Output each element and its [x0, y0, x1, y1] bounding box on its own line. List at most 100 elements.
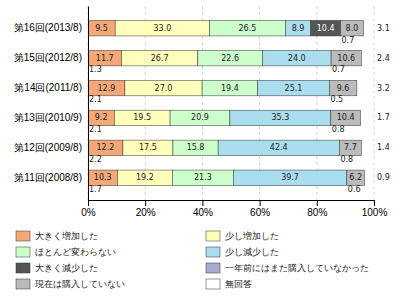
bar-segment	[331, 110, 361, 126]
data-label: 12.9	[98, 84, 116, 93]
legend-label: 大きく増加した	[35, 231, 98, 241]
bar-segment	[88, 80, 125, 96]
tick-label: 第11回(2008/8)	[14, 172, 82, 183]
bar-segment	[258, 80, 330, 96]
bar-segment	[347, 170, 365, 186]
tick-mark	[374, 200, 375, 206]
axis-domain	[88, 7, 89, 201]
legend-label: 少し減少した	[225, 247, 279, 257]
tick-label: 40%	[193, 207, 213, 218]
legend-label: 現在は購入していない	[35, 279, 125, 289]
tick-mark	[317, 200, 318, 206]
legend-item: 少し増加した	[206, 231, 279, 242]
data-label: 10.3	[94, 173, 112, 182]
bar-segment	[115, 20, 209, 36]
value-annotation: 1.3	[89, 65, 102, 74]
data-label: 20.9	[191, 113, 209, 122]
bar-series	[88, 20, 125, 185]
legend-label: 無回答	[225, 279, 252, 289]
tick-label: 20%	[136, 207, 156, 218]
data-label: 19.4	[221, 84, 239, 93]
bar-segment	[121, 50, 197, 66]
x-tick: 100%	[362, 200, 388, 218]
tick-label: 第12回(2009/8)	[14, 142, 82, 153]
value-annotation: 3.2	[377, 84, 390, 93]
x-tick: 20%	[136, 200, 156, 218]
grid	[88, 6, 374, 200]
bar-segment	[331, 50, 361, 66]
tick-label: 第14回(2011/8)	[14, 82, 82, 93]
bar-segment	[233, 170, 347, 186]
bar-series	[170, 20, 285, 185]
tick-label: 第15回(2012/8)	[14, 52, 82, 63]
tick-mark	[145, 200, 146, 206]
bar-segment	[262, 50, 331, 66]
bar-segment	[125, 80, 202, 96]
data-label: 9.5	[95, 24, 108, 33]
data-label: 10.6	[337, 54, 355, 63]
legend: 大きく増加した 少し増加したほとんど変わらない 少し減少した大きく減少した 一年前には…	[16, 231, 369, 290]
value-annotation: 2.1	[89, 95, 102, 104]
legend-label: 一年前にはまた購入していなかった	[225, 263, 369, 273]
bar-segment	[311, 20, 341, 36]
axis-domain	[89, 201, 375, 207]
bar-segment	[170, 110, 230, 126]
legend-swatch	[206, 263, 220, 273]
grid-line	[88, 6, 89, 200]
data-label: 33.0	[153, 24, 171, 33]
legend-swatch	[16, 263, 30, 273]
bar-segment	[230, 110, 331, 126]
y-axis: 第16回(2013/8)第15回(2012/8)第14回(2011/8)第13回…	[14, 7, 89, 201]
legend-swatch	[206, 279, 220, 289]
legend-item: 無回答	[206, 279, 252, 290]
bar-segment	[218, 140, 339, 156]
data-label: 25.1	[285, 84, 303, 93]
data-label: 27.0	[155, 84, 173, 93]
bar-segment	[88, 110, 114, 126]
bar-segment	[117, 170, 172, 186]
legend-swatch	[16, 279, 30, 289]
legend-item: 大きく増加した	[16, 231, 98, 242]
legend-swatch	[206, 247, 220, 257]
legend-item: 現在は購入していない	[16, 279, 125, 290]
legend-label: ほとんど変わらない	[35, 247, 116, 257]
legend-swatch	[16, 231, 30, 241]
x-tick: 80%	[307, 200, 327, 218]
tick-mark	[202, 200, 203, 206]
bar-segment	[202, 80, 257, 96]
value-annotation: 0.7	[342, 36, 355, 45]
y-tick: 第11回(2008/8)	[14, 172, 88, 183]
bar-series	[218, 20, 347, 185]
value-annotation: 1.7	[377, 113, 390, 122]
data-label: 6.2	[349, 173, 362, 182]
bar-segment	[210, 20, 286, 36]
legend-swatch	[206, 231, 220, 241]
bar-series	[329, 20, 364, 185]
data-label: 8.9	[292, 24, 305, 33]
bar-segment	[198, 50, 263, 66]
value-annotation: 2.2	[89, 155, 102, 164]
legend-item: ほとんど変わらない	[16, 247, 116, 258]
chart-container: 1.32.12.12.21.79.511.712.99.212.210.333.…	[0, 0, 400, 300]
x-tick: 40%	[193, 200, 213, 218]
bar-segment	[88, 50, 121, 66]
legend-swatch	[16, 247, 30, 257]
value-annotation: 0.8	[332, 125, 345, 134]
bar-segment	[285, 20, 310, 36]
bars	[88, 20, 365, 185]
data-label: 10.4	[337, 113, 355, 122]
data-label: 42.4	[270, 143, 288, 152]
value-annotation: 1.4	[377, 143, 390, 152]
value-annotation: 0.6	[348, 185, 361, 194]
y-tick: 第13回(2010/9)	[14, 112, 88, 123]
bar-series	[114, 20, 209, 185]
y-tick: 第14回(2011/8)	[14, 82, 88, 93]
legend-item: 少し減少した	[206, 247, 279, 258]
value-annotation: 2.1	[89, 125, 102, 134]
tick-label: 60%	[250, 207, 270, 218]
data-label: 15.8	[187, 143, 205, 152]
chart-svg: 1.32.12.12.21.79.511.712.99.212.210.333.…	[0, 0, 400, 300]
legend-item: 一年前にはまた購入していなかった	[206, 263, 369, 274]
bar-segment	[339, 140, 361, 156]
legend-item: 大きく減少した	[16, 263, 98, 274]
